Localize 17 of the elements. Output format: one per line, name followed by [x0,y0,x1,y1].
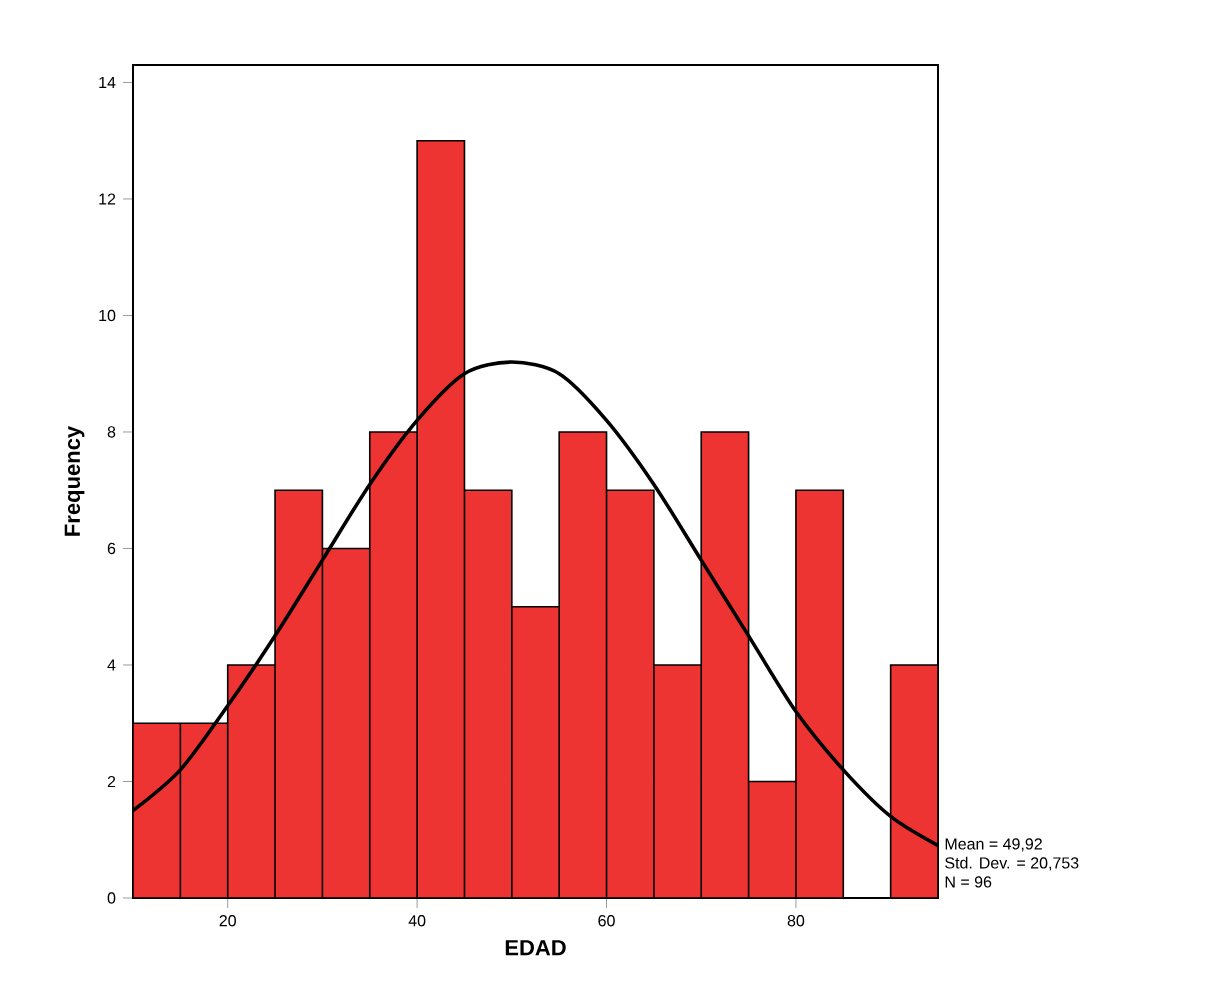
x-tick-label: 60 [598,915,615,927]
y-tick-label: 4 [107,659,116,671]
y-tick-label: 8 [107,426,116,438]
x-tick-label: 40 [408,915,426,927]
y-tick-label: 12 [99,193,116,205]
y-tick-label: 2 [107,775,116,788]
y-tick-label: 10 [99,309,116,322]
text: Mean = 49,92 [945,838,1042,852]
x-tick-label: 20 [219,915,236,927]
y-axis-title: Frequency [64,425,85,536]
y-tick-label: 6 [107,542,116,555]
x-tick-label: 80 [787,915,805,927]
x-axis-title: EDAD [505,940,566,956]
text: N = 96 [945,876,992,888]
y-tick-label: 14 [99,76,116,88]
text: Std. Dev. = 20,753 [945,856,1079,871]
y-tick-label: 0 [107,892,116,904]
